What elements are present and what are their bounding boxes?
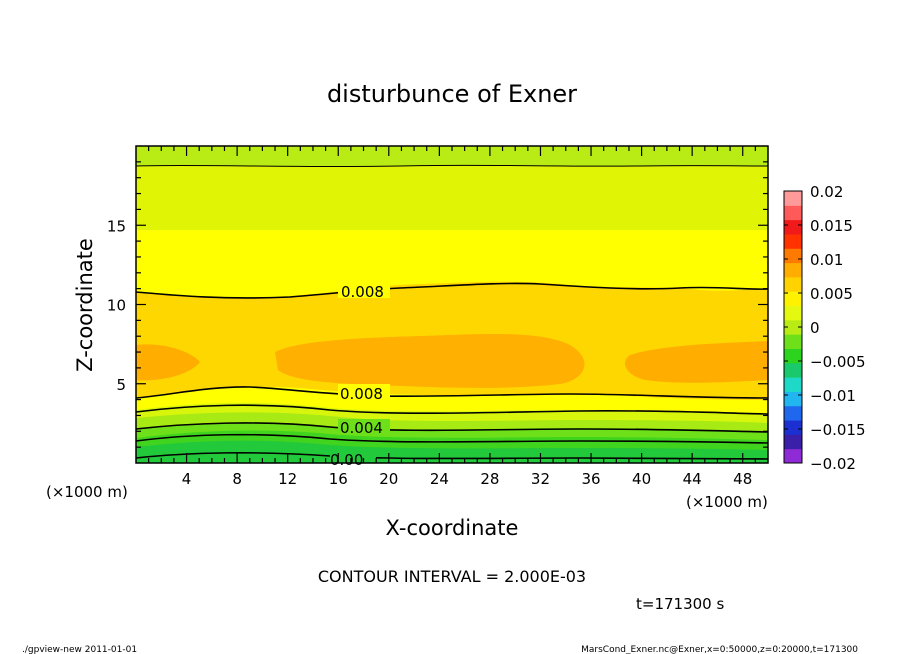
band-yellow — [136, 230, 768, 290]
colorbar-swatch — [784, 319, 802, 335]
x-tick-label: 4 — [182, 470, 192, 488]
x-tick-label: 40 — [632, 470, 651, 488]
colorbar-swatch — [784, 205, 802, 221]
x-unit-right: (×1000 m) — [686, 493, 768, 511]
x-tick-label: 44 — [683, 470, 702, 488]
blob-left — [136, 344, 200, 381]
contour-interval: CONTOUR INTERVAL = 2.000E-03 — [318, 567, 586, 586]
colorbar-label: 0.015 — [810, 217, 853, 235]
colorbar-label: 0.005 — [810, 285, 853, 303]
z-axis-label: Z-coordinate — [73, 238, 97, 372]
band-yellowgreen — [136, 166, 768, 230]
blob-center — [275, 333, 585, 388]
colorbar-swatch — [784, 362, 802, 378]
x-tick-label: 28 — [480, 470, 499, 488]
z-tick-label: 15 — [107, 217, 126, 235]
colorbar-swatch — [784, 434, 802, 450]
colorbar-swatch — [784, 219, 802, 235]
colorbar-swatch — [784, 377, 802, 392]
colorbar-swatch — [784, 248, 802, 264]
x-tick-label: 20 — [379, 470, 398, 488]
colorbar — [783, 190, 803, 464]
colorbar-swatch — [784, 191, 802, 206]
x-unit-left: (×1000 m) — [46, 483, 128, 501]
x-tick-label: 24 — [430, 470, 449, 488]
contour-label: 0.004 — [340, 419, 383, 437]
colorbar-swatch — [784, 262, 802, 278]
colorbar-label: −0.015 — [810, 421, 866, 439]
colorbar-label: −0.02 — [810, 455, 856, 473]
x-tick-labels: 4 8 12 16 20 24 28 32 36 40 44 48 — [182, 470, 752, 488]
x-tick-label: 36 — [581, 470, 600, 488]
chart-title: disturbunce of Exner — [327, 80, 577, 108]
colorbar-swatch — [784, 233, 802, 249]
colorbar-swatch — [784, 291, 802, 307]
contour-label: 0.008 — [341, 283, 384, 301]
contour-line-0002 — [136, 433, 768, 444]
colorbar-swatch — [784, 348, 802, 364]
band-top-lightgreen — [136, 146, 768, 166]
x-axis-label: X-coordinate — [386, 516, 519, 540]
contour-line-0000 — [136, 451, 768, 460]
footer-right: MarsCond_Exner.nc@Exner,x=0:50000,z=0:20… — [581, 645, 858, 654]
contour-lines — [136, 164, 768, 460]
x-tick-label: 48 — [733, 470, 752, 488]
z-tick-labels: 5 10 15 — [107, 217, 126, 394]
x-tick-label: 16 — [329, 470, 348, 488]
contour-line-0004 — [136, 422, 768, 433]
x-tick-label: 8 — [232, 470, 242, 488]
time-label: t=171300 s — [636, 595, 724, 613]
x-tick-label: 12 — [278, 470, 297, 488]
colorbar-swatch — [784, 391, 802, 407]
blob-right — [625, 341, 768, 383]
colorbar-swatch — [784, 420, 802, 435]
contour-line-0008-lower — [136, 386, 768, 399]
filled-contours — [136, 146, 768, 463]
contour-label: 0.008 — [340, 385, 383, 403]
contour-line-0008-upper — [136, 282, 768, 299]
x-tick-label: 32 — [531, 470, 550, 488]
colorbar-swatch — [784, 405, 802, 421]
contour-line-0006 — [136, 404, 768, 415]
z-tick-label: 10 — [107, 297, 126, 315]
colorbar-swatch — [784, 305, 802, 321]
footer-left: ./gpview-new 2011-01-01 — [22, 645, 137, 654]
colorbar-label: 0 — [810, 319, 820, 337]
colorbar-swatch — [784, 448, 802, 464]
colorbar-label: 0.02 — [810, 183, 843, 201]
colorbar-label: −0.005 — [810, 353, 866, 371]
colorbar-labels: 0.02 0.015 0.01 0.005 0 −0.005 −0.01 −0.015 −0.0… — [784, 183, 866, 473]
tick-marks — [136, 146, 768, 463]
contour-line-top — [136, 164, 768, 168]
colorbar-label: −0.01 — [810, 387, 856, 405]
z-tick-label: 5 — [116, 376, 126, 394]
colorbar-swatch — [784, 334, 802, 349]
contour-label: 0.00 — [330, 451, 363, 469]
colorbar-swatch — [784, 276, 802, 292]
colorbar-label: 0.01 — [810, 251, 843, 269]
